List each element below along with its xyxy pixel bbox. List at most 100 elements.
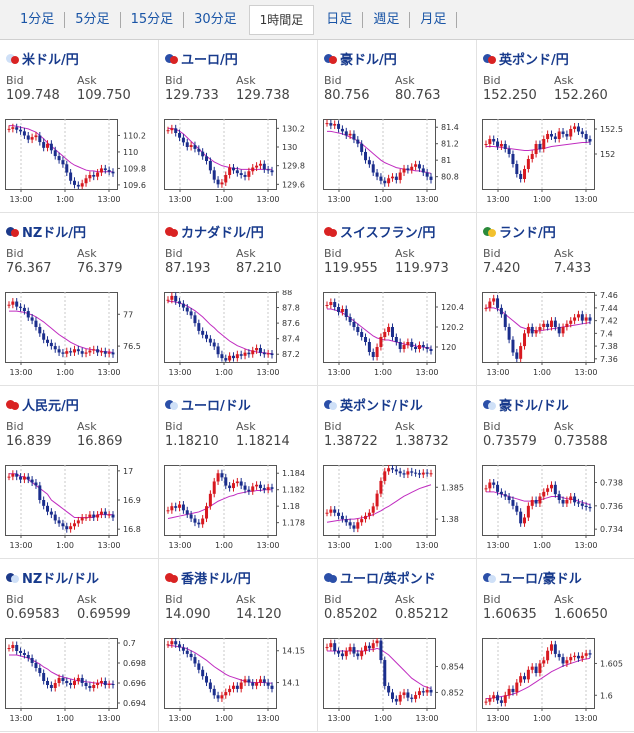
- candle-body: [42, 500, 46, 506]
- tab-2[interactable]: 15分足: [130, 11, 174, 27]
- candle-body: [185, 510, 189, 515]
- pair-name[interactable]: スイスフラン/円: [340, 226, 436, 241]
- chart-frame: [5, 638, 118, 709]
- tab-separator: [183, 11, 185, 28]
- pair-name[interactable]: 豪ドル/ドル: [499, 399, 569, 414]
- pair-name[interactable]: NZドル/ドル: [22, 572, 100, 587]
- candle-body: [251, 167, 255, 172]
- candle-body: [166, 299, 170, 301]
- candle-body: [371, 506, 375, 513]
- candle-body: [507, 688, 511, 696]
- candle-body: [220, 354, 224, 359]
- rate-card[interactable]: ユーロ/円 Bid Ask 129.733 129.738 13:00 1:00 13:00 1…: [159, 40, 318, 213]
- tab-7[interactable]: 月足: [420, 11, 447, 27]
- rate-card[interactable]: NZドル/ドル Bid Ask 0.69583 0.69599 13:00 1:00 13:0…: [0, 559, 159, 732]
- candle-body: [569, 129, 573, 137]
- pair-title[interactable]: カナダドル/円: [165, 222, 264, 241]
- candle-body: [337, 512, 341, 516]
- candle-body: [46, 681, 50, 685]
- rate-card[interactable]: スイスフラン/円 Bid Ask 119.955 119.973 13:00 1:00 13:…: [318, 213, 477, 386]
- rate-card[interactable]: ユーロ/豪ドル Bid Ask 1.60635 1.60650 13:00 1:00 13:0…: [477, 559, 634, 732]
- candle-body: [387, 178, 391, 184]
- pair-name[interactable]: ユーロ/円: [181, 53, 238, 68]
- y-tick-label: 1.18: [282, 502, 300, 511]
- ask-value: 76.379: [77, 261, 123, 276]
- rate-card[interactable]: 豪ドル/ドル Bid Ask 0.73579 0.73588 13:00 1:00 13:00…: [477, 386, 634, 559]
- rate-card[interactable]: カナダドル/円 Bid Ask 87.193 87.210 13:00 1:00 13:00 8…: [159, 213, 318, 386]
- pair-name[interactable]: 香港ドル/円: [181, 572, 251, 587]
- rate-card[interactable]: ユーロ/英ポンド Bid Ask 0.85202 0.85212 13:00 1:00 13:…: [318, 559, 477, 732]
- pair-name[interactable]: ランド/円: [499, 226, 556, 241]
- candle-body: [417, 691, 421, 696]
- rate-card[interactable]: 英ポンド/円 Bid Ask 152.250 152.260 13:00 1:00 13:00…: [477, 40, 634, 213]
- pair-title[interactable]: ランド/円: [483, 222, 556, 241]
- pair-title[interactable]: 豪ドル/円: [324, 49, 397, 68]
- tab-4[interactable]: 1時間足: [248, 4, 315, 35]
- y-tick-label: 0.698: [123, 659, 146, 668]
- pair-title[interactable]: 豪ドル/ドル: [483, 395, 569, 414]
- x-tick-label: 13:00: [256, 714, 279, 723]
- candle-body: [379, 176, 383, 181]
- pair-name[interactable]: ユーロ/英ポンド: [340, 572, 436, 587]
- pair-title[interactable]: 英ポンド/ドル: [324, 395, 423, 414]
- currency-flag-icon: [6, 399, 20, 410]
- candle-body: [569, 496, 573, 500]
- pair-name[interactable]: 米ドル/円: [22, 53, 79, 68]
- rate-card[interactable]: ランド/円 Bid Ask 7.420 7.433 13:00 1:00 13:00 7.46 7…: [477, 213, 634, 386]
- pair-name[interactable]: ユーロ/豪ドル: [499, 572, 582, 587]
- rate-card[interactable]: 英ポンド/ドル Bid Ask 1.38722 1.38732 13:00 1:00 13:0…: [318, 386, 477, 559]
- candle-body: [534, 500, 538, 504]
- pair-title[interactable]: ユーロ/ドル: [165, 395, 251, 414]
- pair-title[interactable]: スイスフラン/円: [324, 222, 435, 241]
- pair-name[interactable]: ユーロ/ドル: [181, 399, 251, 414]
- candle-body: [270, 353, 274, 355]
- pair-name[interactable]: カナダドル/円: [181, 226, 264, 241]
- tab-1[interactable]: 5分足: [75, 11, 110, 27]
- pair-title[interactable]: NZドル/円: [6, 222, 86, 241]
- y-tick-label: 7.42: [600, 317, 618, 326]
- pair-title[interactable]: ユーロ/英ポンド: [324, 568, 436, 587]
- pair-title[interactable]: ユーロ/円: [165, 49, 238, 68]
- rate-card[interactable]: 人民元/円 Bid Ask 16.839 16.869 13:00 1:00 13:00 17 1…: [0, 386, 159, 559]
- candle-body: [88, 350, 92, 353]
- candle-body: [72, 349, 76, 353]
- rate-card[interactable]: NZドル/円 Bid Ask 76.367 76.379 13:00 1:00 13:00 77…: [0, 213, 159, 386]
- rate-card[interactable]: 香港ドル/円 Bid Ask 14.090 14.120 13:00 1:00 13:00 14…: [159, 559, 318, 732]
- pair-title[interactable]: ユーロ/豪ドル: [483, 568, 582, 587]
- pair-title[interactable]: 香港ドル/円: [165, 568, 251, 587]
- bid-label: Bid: [324, 593, 342, 606]
- candle-body: [185, 142, 189, 147]
- moving-average-line: [9, 654, 113, 685]
- candle-body: [84, 178, 88, 184]
- candle-body: [580, 503, 584, 506]
- tab-0[interactable]: 1分足: [20, 11, 55, 27]
- pair-title[interactable]: 英ポンド/円: [483, 49, 569, 68]
- candle-body: [247, 489, 251, 492]
- tab-5[interactable]: 日足: [326, 11, 353, 27]
- chart-frame: [164, 119, 277, 190]
- rate-card[interactable]: ユーロ/ドル Bid Ask 1.18210 1.18214 13:00 1:00 13:00…: [159, 386, 318, 559]
- candle-body: [519, 346, 523, 359]
- candle-body: [235, 685, 239, 689]
- pair-title[interactable]: NZドル/ドル: [6, 568, 99, 587]
- tab-6[interactable]: 週足: [373, 11, 400, 27]
- pair-title[interactable]: 人民元/円: [6, 395, 79, 414]
- candle-body: [178, 133, 182, 138]
- candle-body: [496, 484, 500, 492]
- rate-card[interactable]: 豪ドル/円 Bid Ask 80.756 80.763 13:00 1:00 13:00 81.…: [318, 40, 477, 213]
- rate-card[interactable]: 米ドル/円 Bid Ask 109.748 109.750 13:00 1:00 13:00 1…: [0, 40, 159, 213]
- candle-body: [348, 522, 352, 526]
- pair-name[interactable]: 豪ドル/円: [340, 53, 397, 68]
- x-tick-label: 13:00: [168, 368, 191, 377]
- pair-name[interactable]: NZドル/円: [22, 226, 87, 241]
- candle-body: [38, 668, 42, 673]
- candle-body: [375, 347, 379, 357]
- candle-body: [258, 348, 262, 353]
- y-tick-label: 120: [441, 343, 456, 352]
- tab-3[interactable]: 30分足: [194, 11, 237, 27]
- pair-name[interactable]: 人民元/円: [22, 399, 79, 414]
- pair-name[interactable]: 英ポンド/円: [499, 53, 569, 68]
- pair-title[interactable]: 米ドル/円: [6, 49, 79, 68]
- pair-name[interactable]: 英ポンド/ドル: [340, 399, 423, 414]
- candle-body: [69, 526, 73, 530]
